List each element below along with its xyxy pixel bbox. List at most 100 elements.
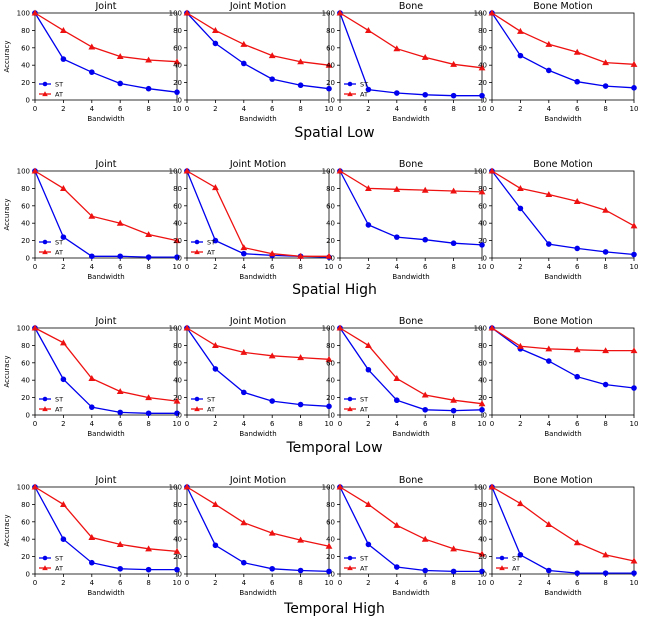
data-point [241, 250, 247, 257]
data-point [269, 398, 276, 404]
plot-frame [186, 327, 330, 416]
plot-frame [339, 12, 483, 101]
data-point [545, 40, 553, 47]
data-point [89, 69, 95, 75]
x-tick-label: 0 [185, 420, 189, 428]
data-point [422, 236, 429, 243]
legend-label: ST [360, 396, 368, 404]
subplot-title: Joint Motion [229, 1, 286, 12]
series-line [186, 327, 330, 407]
plot-frame [339, 170, 483, 259]
y-tick-label: 100 [169, 168, 182, 176]
y-tick-label: 80 [173, 342, 182, 350]
legend-marker [42, 249, 48, 255]
subplot-title: Bone Motion [533, 475, 592, 486]
y-tick-label: 60 [173, 359, 182, 367]
x-tick-label: 6 [575, 263, 580, 271]
data-point [88, 212, 96, 219]
x-axis-label: Bandwidth [544, 273, 581, 281]
x-tick-label: 2 [61, 105, 65, 113]
y-tick-label: 80 [21, 27, 30, 35]
data-point [60, 56, 67, 62]
y-tick-label: 60 [173, 202, 182, 210]
data-point [212, 27, 219, 33]
legend-marker [42, 396, 48, 402]
data-point [450, 92, 457, 99]
data-point [546, 358, 552, 364]
plot-frame [491, 170, 635, 259]
data-point [31, 324, 39, 331]
x-tick-label: 4 [242, 263, 247, 271]
y-tick-label: 20 [21, 237, 30, 245]
x-tick-label: 10 [173, 579, 182, 587]
x-tick-label: 6 [423, 263, 428, 271]
data-point [145, 231, 152, 238]
data-point [450, 396, 457, 403]
data-point [365, 222, 372, 228]
y-tick-label: 0 [483, 97, 487, 105]
y-axis-label: Accuracy [3, 515, 11, 547]
data-point [268, 352, 276, 359]
subplot-title: Joint Motion [229, 159, 286, 170]
data-point [630, 557, 638, 564]
x-tick-label: 8 [298, 579, 302, 587]
x-tick-label: 10 [478, 579, 487, 587]
series-line [491, 170, 635, 227]
data-point [450, 240, 457, 247]
data-point [117, 253, 123, 260]
data-point [326, 403, 332, 410]
y-tick-label: 20 [478, 394, 487, 402]
y-tick-label: 40 [478, 536, 487, 544]
subplot-title: Joint [95, 316, 117, 327]
data-point [421, 53, 429, 60]
x-tick-label: 2 [366, 579, 370, 587]
series-line [491, 12, 635, 65]
y-tick-label: 100 [169, 10, 182, 18]
x-tick-label: 2 [366, 420, 370, 428]
y-tick-label: 0 [331, 571, 335, 579]
x-tick-label: 10 [325, 263, 334, 271]
data-point [116, 541, 124, 547]
subplot-title: Bone [399, 159, 423, 170]
legend-label: AT [207, 406, 215, 414]
y-tick-label: 80 [478, 185, 487, 193]
x-tick-label: 4 [90, 420, 95, 428]
series-line [339, 486, 483, 555]
data-point [630, 60, 638, 67]
legend-label: AT [360, 91, 368, 99]
x-axis-label: Bandwidth [87, 115, 124, 123]
plot-frame [339, 327, 483, 416]
data-point [116, 219, 124, 226]
y-tick-label: 80 [173, 501, 182, 509]
plot-frame [34, 12, 178, 101]
x-tick-label: 6 [423, 420, 428, 428]
data-point [488, 167, 496, 174]
data-point [268, 52, 276, 59]
y-tick-label: 40 [21, 220, 30, 228]
data-point [336, 167, 344, 174]
subplot-title: Bone [399, 1, 423, 12]
data-point [325, 252, 333, 259]
y-tick-label: 0 [178, 255, 182, 263]
series-line [339, 170, 483, 246]
x-tick-label: 10 [325, 105, 334, 113]
data-point [365, 501, 372, 507]
y-tick-label: 40 [21, 62, 30, 70]
y-tick-label: 60 [478, 359, 487, 367]
data-point [602, 206, 609, 213]
x-tick-label: 2 [518, 105, 522, 113]
x-tick-label: 8 [451, 105, 455, 113]
y-tick-label: 40 [478, 377, 487, 385]
data-point [393, 45, 401, 52]
x-tick-label: 10 [630, 579, 639, 587]
series-line [491, 327, 634, 352]
series-line [34, 486, 178, 553]
data-point [88, 43, 96, 50]
data-point [145, 85, 152, 92]
data-point [268, 250, 276, 257]
data-point [240, 244, 248, 251]
x-tick-label: 10 [630, 420, 639, 428]
data-point [450, 60, 457, 67]
x-tick-label: 6 [270, 420, 275, 428]
data-point [183, 324, 191, 331]
